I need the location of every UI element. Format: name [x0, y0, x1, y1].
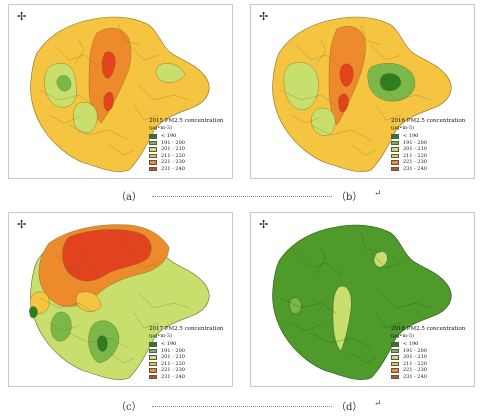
map-panel-2016: ✢ 2016 PM2.5 concentration (μg•m-3) < 19… — [250, 4, 475, 179]
legend-item: 221 - 230 — [391, 367, 469, 374]
legend-item: < 190 — [149, 341, 227, 348]
legend: 2017 PM2.5 concentration (μg•m-3) < 190 … — [149, 326, 227, 380]
map-panel-2017: ✢ 2017 PM2.5 concentration (μg•m-3) < 19… — [8, 212, 233, 387]
caption-b: （b） — [336, 192, 363, 203]
legend-item: 201 - 210 — [391, 354, 469, 361]
legend-title: 2015 PM2.5 concentration — [149, 118, 224, 124]
legend-item: 201 - 210 — [149, 146, 227, 153]
caption-leader — [152, 196, 332, 197]
compass-icon: ✢ — [259, 10, 269, 23]
legend-unit: (μg•m-3) — [149, 125, 172, 131]
compass-icon: ✢ — [17, 218, 27, 231]
caption-a: （a） — [116, 192, 142, 203]
region-map — [30, 16, 210, 172]
legend-item: < 190 — [391, 133, 469, 140]
legend-title: 2016 PM2.5 concentration — [391, 118, 466, 124]
legend-item: 211 - 220 — [391, 153, 469, 160]
legend-unit: (μg•m-3) — [149, 333, 172, 339]
legend-item: 191 - 200 — [149, 140, 227, 147]
legend-item: 211 - 220 — [149, 361, 227, 368]
legend-item: 221 - 230 — [391, 159, 469, 166]
compass-icon: ✢ — [259, 218, 269, 231]
legend: 2016 PM2.5 concentration (μg•m-3) < 190 … — [391, 118, 469, 172]
map-panel-2015: ✢ 2015 PM2.5 concentration (μg•m-3) < 19… — [8, 4, 233, 179]
caption-d: （d） — [336, 402, 363, 413]
legend-unit: (μg•m-3) — [391, 333, 414, 339]
compass-icon: ✢ — [17, 10, 27, 23]
legend-item: 221 - 230 — [149, 367, 227, 374]
legend: 2015 PM2.5 concentration (μg•m-3) < 190 … — [149, 118, 227, 172]
legend-item: 231 - 240 — [391, 166, 469, 173]
legend: 2018 PM2.5 concentration (μg•m-3) < 190 … — [391, 326, 469, 380]
legend-item: < 190 — [391, 341, 469, 348]
region-map — [272, 224, 452, 380]
legend-item: 191 - 200 — [391, 348, 469, 355]
caption-row-1: （a） （b） ↵ — [0, 188, 480, 203]
map-panel-2018: ✢ 2018 PM2.5 concentration (μg•m-3) < 19… — [250, 212, 475, 387]
legend-unit: (μg•m-3) — [391, 125, 414, 131]
legend-item: 231 - 240 — [149, 374, 227, 381]
legend-item: 211 - 220 — [149, 153, 227, 160]
legend-item: 231 - 240 — [149, 166, 227, 173]
caption-leader — [152, 406, 332, 407]
legend-title: 2018 PM2.5 concentration — [391, 326, 466, 332]
caption-c: （c） — [116, 402, 142, 413]
legend-item: 211 - 220 — [391, 361, 469, 368]
caption-row-2: （c） （d） ↵ — [0, 398, 480, 413]
legend-item: 201 - 210 — [391, 146, 469, 153]
legend-item: 221 - 230 — [149, 159, 227, 166]
legend-item: 191 - 200 — [391, 140, 469, 147]
legend-title: 2017 PM2.5 concentration — [149, 326, 224, 332]
region-map — [29, 224, 210, 380]
legend-item: 201 - 210 — [149, 354, 227, 361]
legend-item: 191 - 200 — [149, 348, 227, 355]
legend-item: 231 - 240 — [391, 374, 469, 381]
return-arrow-icon: ↵ — [374, 399, 382, 409]
legend-item: < 190 — [149, 133, 227, 140]
region-map — [272, 16, 452, 172]
return-arrow-icon: ↵ — [374, 189, 382, 199]
